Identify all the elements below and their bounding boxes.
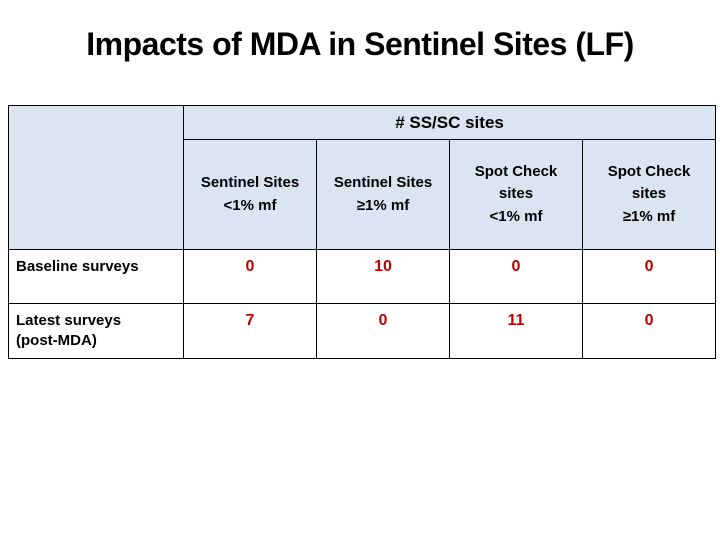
column-header-spot-check-lt1: Spot Check sites <1% mf bbox=[449, 139, 583, 250]
corner-cell bbox=[8, 105, 184, 250]
value-baseline-sentinel-lt1: 0 bbox=[183, 249, 317, 304]
column-header-sentinel-sites-gte1: Sentinel Sites ≥1% mf bbox=[316, 139, 450, 250]
column-header-row: Sentinel Sites <1% mf Sentinel Sites ≥1%… bbox=[9, 139, 717, 250]
column-header-spot-check-gte1: Spot Check sites ≥1% mf bbox=[581, 139, 717, 250]
value-latest-sentinel-lt1: 7 bbox=[183, 303, 317, 359]
table-row-baseline-surveys: Baseline surveys 0 10 0 0 bbox=[8, 249, 717, 304]
row-label-baseline-surveys: Baseline surveys bbox=[8, 249, 184, 304]
value-baseline-sentinel-gte1: 10 bbox=[316, 249, 450, 304]
group-header-row: # SS/SC sites bbox=[8, 105, 717, 250]
value-latest-spotcheck-gte1: 0 bbox=[581, 303, 717, 359]
value-baseline-spotcheck-gte1: 0 bbox=[581, 249, 717, 304]
row-label-latest-surveys: Latest surveys (post-MDA) bbox=[8, 303, 184, 359]
group-header-cell: # SS/SC sites bbox=[182, 105, 717, 140]
value-latest-sentinel-gte1: 0 bbox=[316, 303, 450, 359]
table-row-latest-surveys: Latest surveys (post-MDA) 7 0 11 0 bbox=[8, 303, 717, 359]
value-baseline-spotcheck-lt1: 0 bbox=[449, 249, 583, 304]
slide-title: Impacts of MDA in Sentinel Sites (LF) bbox=[86, 26, 634, 62]
impacts-table: # SS/SC sites Sentinel Sites <1% mf Sent… bbox=[8, 105, 717, 359]
value-latest-spotcheck-lt1: 11 bbox=[449, 303, 583, 359]
column-header-sentinel-sites-lt1: Sentinel Sites <1% mf bbox=[183, 139, 317, 250]
